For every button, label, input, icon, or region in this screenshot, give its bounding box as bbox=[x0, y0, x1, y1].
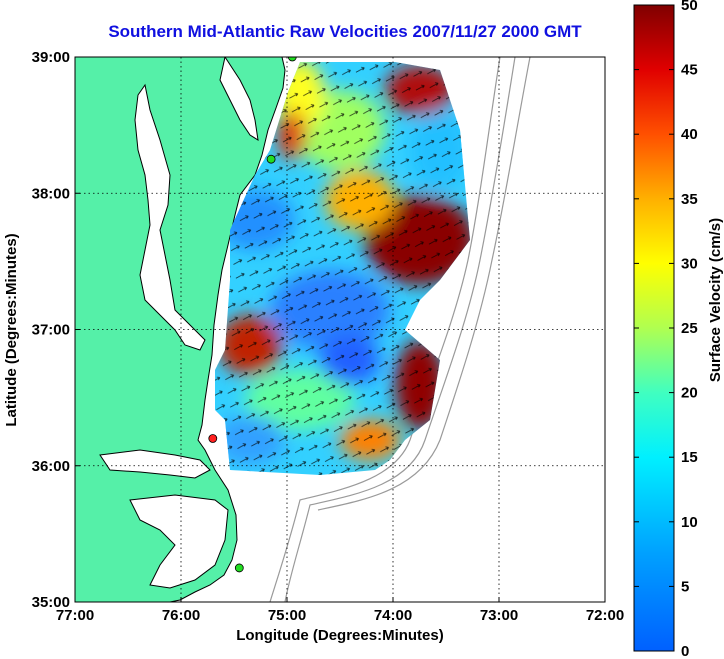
x-tick-label: 74:00 bbox=[374, 607, 412, 624]
radar-site-marker bbox=[208, 434, 218, 443]
colorbar-tick-label: 25 bbox=[681, 320, 698, 337]
radar-site-marker bbox=[287, 57, 297, 62]
y-tick-label: 39:00 bbox=[32, 49, 70, 66]
x-axis-title: Longitude (Degrees:Minutes) bbox=[236, 627, 444, 644]
y-tick-label: 36:00 bbox=[32, 458, 70, 475]
x-tick-label: 76:00 bbox=[162, 607, 200, 624]
x-tick-label: 72:00 bbox=[586, 607, 624, 624]
colorbar-tick-label: 10 bbox=[681, 514, 698, 531]
colorbar-tick-label: 0 bbox=[681, 643, 689, 659]
colorbar-tick-label: 50 bbox=[681, 0, 698, 14]
y-tick-label: 37:00 bbox=[32, 322, 70, 339]
x-tick-label: 73:00 bbox=[480, 607, 518, 624]
y-axis: 39:00 38:00 37:00 36:00 35:00 bbox=[32, 49, 80, 611]
radar-site-marker bbox=[266, 154, 276, 164]
colorbar-label: Surface Velocity (cm/s) bbox=[707, 218, 724, 382]
colorbar-tick-label: 5 bbox=[681, 578, 689, 595]
colorbar-tick-label: 15 bbox=[681, 449, 698, 466]
colorbar-tick-label: 20 bbox=[681, 385, 698, 402]
colorbar bbox=[633, 4, 675, 652]
colorbar-tick-label: 35 bbox=[681, 191, 698, 208]
radar-sites bbox=[208, 57, 297, 573]
x-tick-label: 77:00 bbox=[56, 607, 94, 624]
x-tick-label: 75:00 bbox=[268, 607, 306, 624]
y-tick-label: 38:00 bbox=[32, 185, 70, 202]
y-axis-title: Latitude (Degrees:Minutes) bbox=[3, 233, 20, 426]
y-tick-label: 35:00 bbox=[32, 594, 70, 611]
radar-site-marker bbox=[234, 563, 244, 573]
colorbar-tick-label: 40 bbox=[681, 126, 698, 143]
colorbar-tick-label: 45 bbox=[681, 62, 698, 79]
colorbar-tick-label: 30 bbox=[681, 255, 698, 272]
grid-lines bbox=[75, 57, 605, 602]
x-axis: 77:00 76:00 75:00 74:00 73:00 72:00 bbox=[56, 597, 624, 624]
page-title: Southern Mid-Atlantic Raw Velocities 200… bbox=[108, 22, 582, 41]
